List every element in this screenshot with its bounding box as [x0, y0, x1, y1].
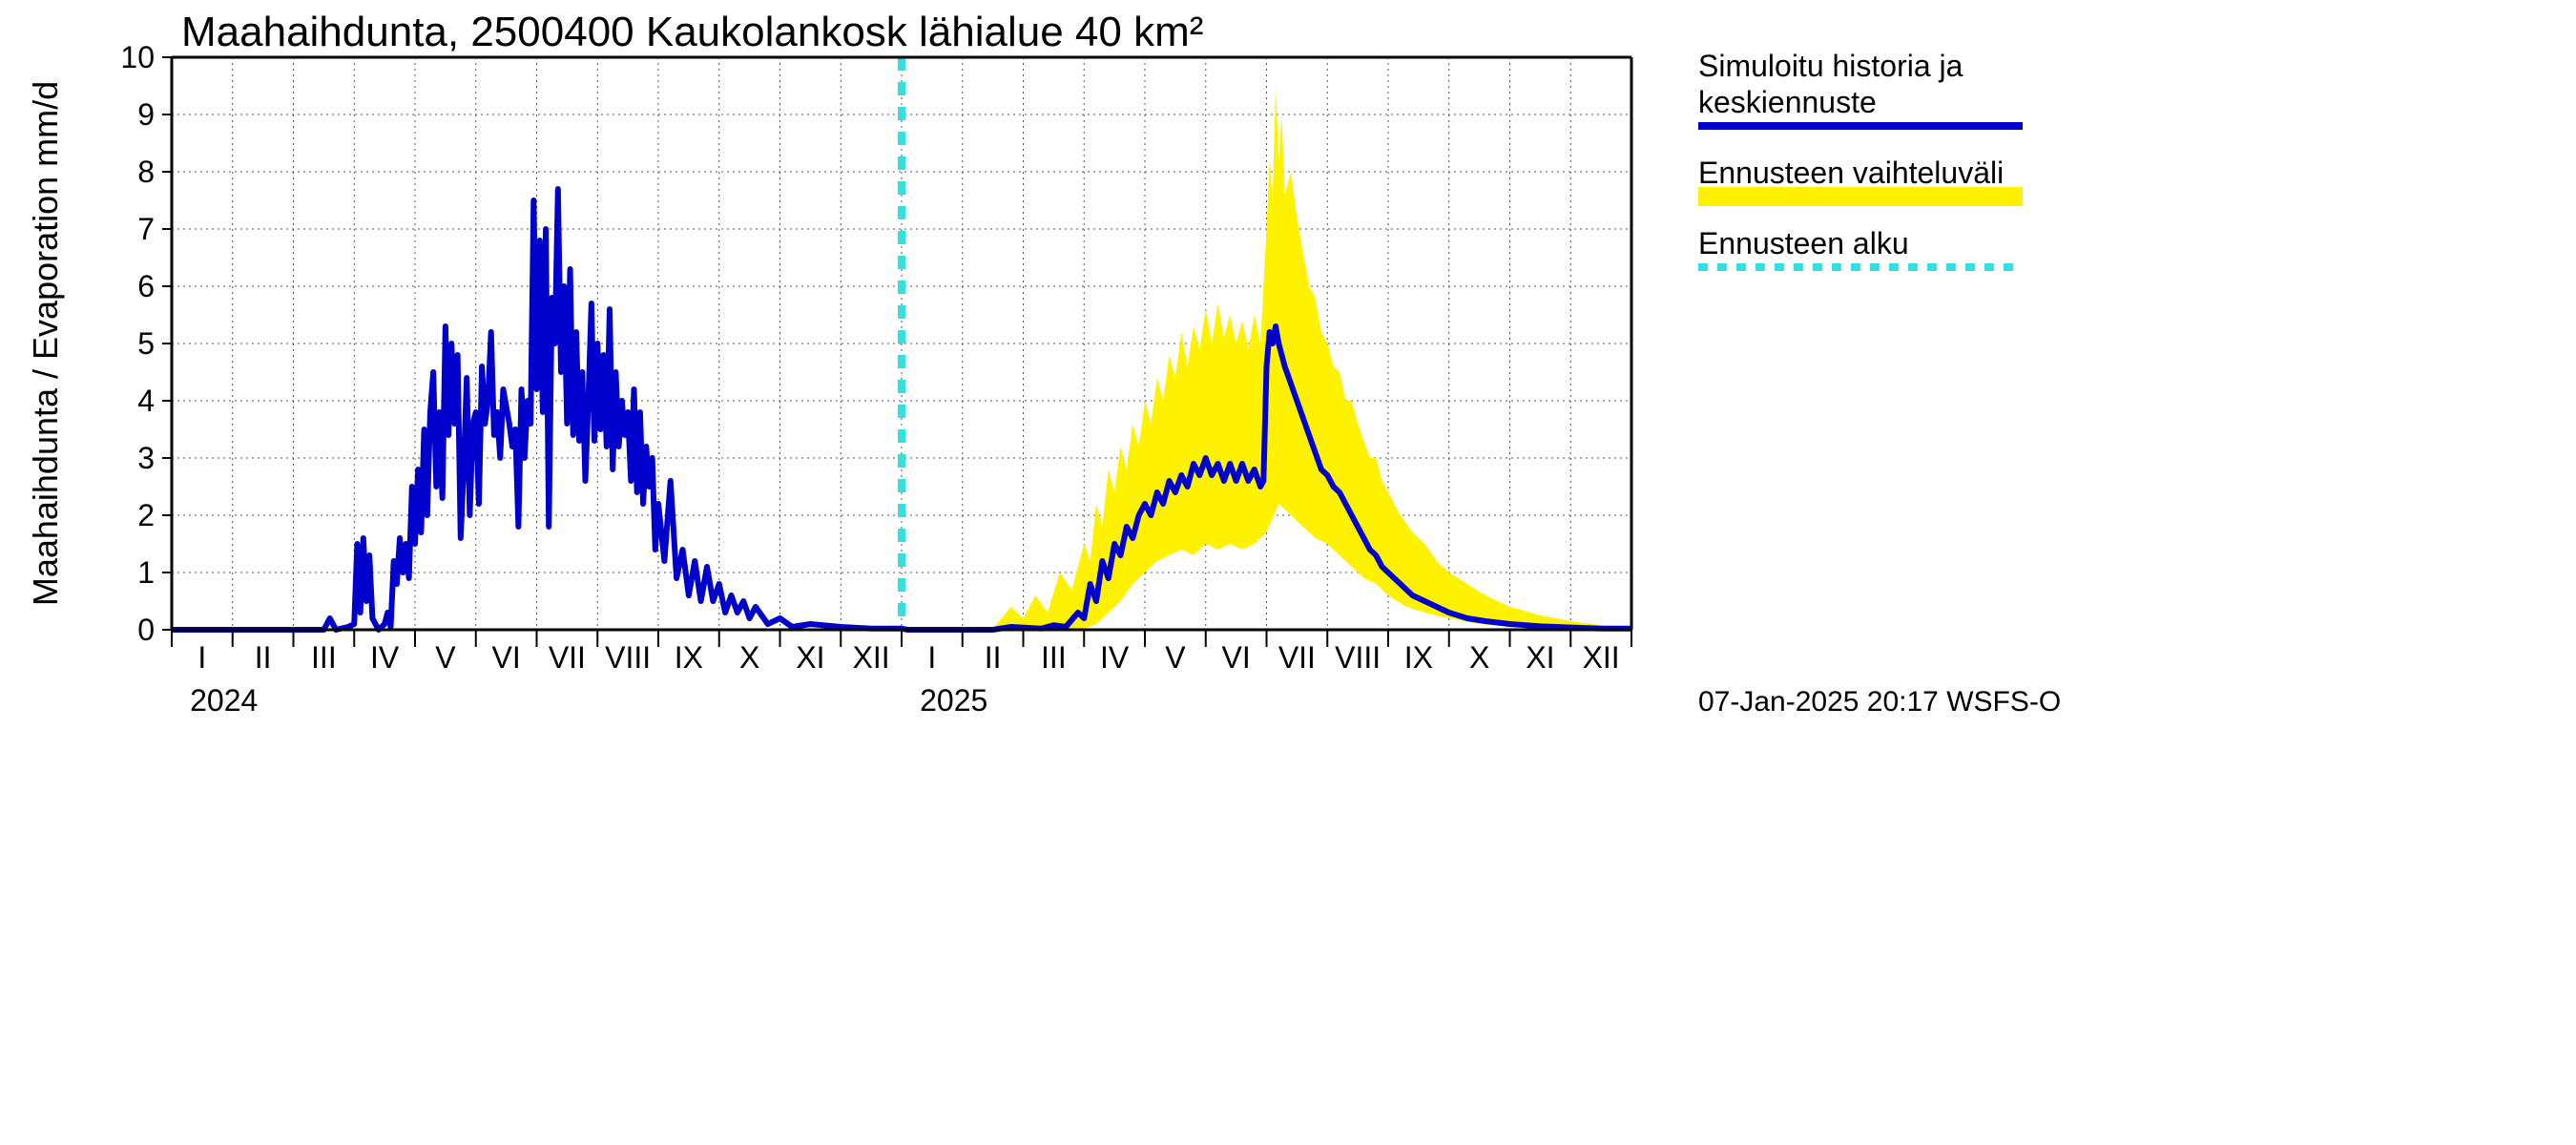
- x-month-label: X: [739, 640, 759, 675]
- legend-swatch: [1698, 187, 2023, 206]
- y-tick-label: 5: [137, 326, 155, 361]
- legend-label: Ennusteen vaihteluväli: [1698, 156, 2004, 190]
- y-tick-label: 4: [137, 384, 155, 418]
- legend-label: Ennusteen alku: [1698, 226, 1909, 260]
- x-month-label: I: [927, 640, 936, 675]
- x-month-label: XI: [796, 640, 824, 675]
- x-year-label: 2025: [920, 683, 987, 718]
- y-tick-label: 7: [137, 212, 155, 246]
- x-month-label: II: [985, 640, 1002, 675]
- x-month-label: VII: [549, 640, 586, 675]
- y-tick-label: 8: [137, 155, 155, 189]
- footer-timestamp: 07-Jan-2025 20:17 WSFS-O: [1698, 686, 2061, 718]
- y-tick-label: 6: [137, 269, 155, 303]
- x-month-label: X: [1469, 640, 1489, 675]
- x-month-label: I: [197, 640, 206, 675]
- x-month-label: XII: [1583, 640, 1620, 675]
- chart-title: Maahaihdunta, 2500400 Kaukolankosk lähia…: [181, 9, 1203, 55]
- legend-label: keskiennuste: [1698, 85, 1877, 119]
- x-month-label: IV: [370, 640, 400, 675]
- y-tick-label: 0: [137, 613, 155, 647]
- x-month-label: VI: [1222, 640, 1251, 675]
- evaporation-chart: 012345678910IIIIIIIVVVIVIIVIIIIXXXIXIIII…: [0, 0, 2576, 1145]
- x-month-label: VI: [492, 640, 521, 675]
- chart-container: 012345678910IIIIIIIVVVIVIIVIIIIXXXIXIIII…: [0, 0, 2576, 1145]
- legend-label: Simuloitu historia ja: [1698, 49, 1963, 83]
- x-month-label: XI: [1526, 640, 1554, 675]
- x-year-label: 2024: [190, 683, 258, 718]
- y-tick-label: 3: [137, 441, 155, 475]
- x-month-label: IX: [1404, 640, 1433, 675]
- x-month-label: V: [435, 640, 456, 675]
- x-month-label: IX: [675, 640, 703, 675]
- x-month-label: V: [1165, 640, 1186, 675]
- y-axis-label: Maahaihdunta / Evaporation mm/d: [26, 81, 65, 606]
- y-tick-label: 10: [120, 40, 155, 74]
- x-month-label: VII: [1278, 640, 1316, 675]
- x-month-label: IV: [1100, 640, 1130, 675]
- x-month-label: XII: [853, 640, 890, 675]
- y-tick-label: 9: [137, 97, 155, 132]
- x-month-label: III: [1041, 640, 1067, 675]
- x-month-label: III: [311, 640, 337, 675]
- x-month-label: VIII: [1335, 640, 1381, 675]
- y-tick-label: 1: [137, 555, 155, 590]
- y-tick-label: 2: [137, 498, 155, 532]
- x-month-label: II: [255, 640, 272, 675]
- x-month-label: VIII: [605, 640, 651, 675]
